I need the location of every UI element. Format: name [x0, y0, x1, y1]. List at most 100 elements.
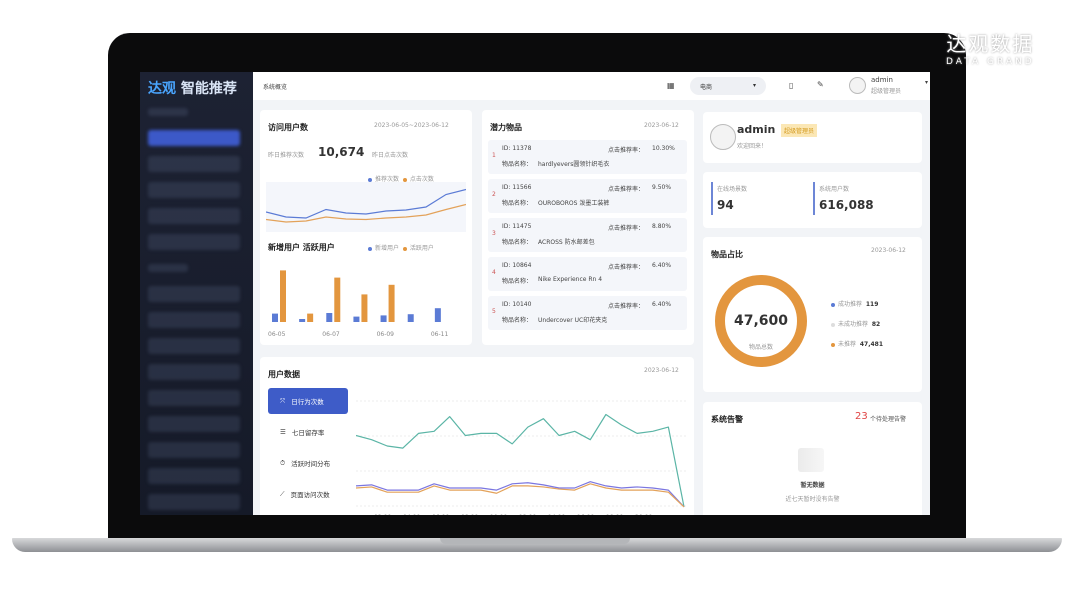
sidebar-item[interactable] — [148, 156, 240, 172]
legend-dot — [402, 177, 407, 182]
sidebar-item-overview[interactable] — [148, 130, 240, 146]
app-logo[interactable]: 达观 智能推荐 — [148, 78, 237, 98]
card-subtitle: 新增用户 活跃用户 — [268, 243, 335, 252]
avatar — [710, 124, 736, 150]
potential-item[interactable]: 1 ID: 11378 点击推荐率： 10.30% 物品名称： hardlyev… — [488, 140, 687, 174]
legend-dot — [402, 246, 407, 251]
pen-icon[interactable]: ✎ — [817, 80, 824, 89]
legend-dot — [831, 302, 835, 307]
bars-icon: ☰ — [280, 428, 286, 436]
item-name: OUROBOROS 泼墨工装裤 — [538, 200, 610, 207]
sidebar-item[interactable] — [148, 286, 240, 302]
visits-card: 访问用户数 2023-06-05~2023-06-12 昨日推荐次数 10,67… — [260, 110, 472, 345]
welcome-text: 欢迎回来！ — [737, 143, 768, 150]
scene-select-value: 电商 — [700, 84, 713, 91]
caret-down-icon[interactable]: ▾ — [925, 79, 929, 86]
users-bar-chart: 06-05 06-07 06-09 06-11 — [268, 270, 449, 338]
network-icon: ⤧ — [280, 396, 286, 405]
rank-badge: 2 — [492, 191, 496, 198]
legend-label: 成功推荐 — [838, 301, 863, 308]
logo-product: 智能推荐 — [180, 81, 237, 97]
sidebar-item[interactable] — [148, 416, 240, 432]
legend-dot — [831, 342, 835, 347]
item-id: ID: 11475 — [502, 223, 532, 230]
rec-label: 昨日推荐次数 — [268, 152, 305, 159]
sidebar-group-label — [148, 264, 188, 272]
bar-active — [334, 277, 341, 322]
sidebar-group-label — [148, 108, 188, 116]
sidebar-item[interactable] — [148, 182, 240, 198]
x-tick: 18:00 — [606, 514, 623, 515]
x-tick: 04:00 — [403, 514, 420, 515]
legend-label: 未成功推荐 — [838, 321, 869, 328]
user-role: 超级管理员 — [871, 88, 902, 95]
potential-item[interactable]: 5 ID: 10140 点击推荐率： 6.40% 物品名称： Undercove… — [488, 296, 687, 330]
tab-daily-actions[interactable]: ⤧ 日行为次数 — [268, 388, 348, 414]
scene-select[interactable]: 电商 ▾ — [690, 77, 766, 95]
donut-total-label: 物品总数 — [748, 344, 773, 351]
online-value: 94 — [717, 198, 734, 212]
chart-bg — [266, 182, 466, 232]
name-label: 物品名称： — [502, 161, 533, 168]
card-date: 2023-06-12 — [644, 122, 679, 129]
legend-value: 47,481 — [859, 341, 883, 348]
card-title: 访问用户数 — [268, 123, 308, 132]
legend-value: 119 — [865, 301, 879, 308]
legend-item: 未成功推荐 82 — [831, 319, 880, 328]
rate-value: 6.40% — [652, 262, 672, 269]
alert-count-label: 个待处理告警 — [870, 416, 907, 423]
tab-label: 活跃时间分布 — [291, 460, 331, 468]
empty-state-icon — [798, 448, 824, 472]
x-tick: 02:00 — [374, 514, 391, 515]
tab-page-visits[interactable]: ⟋ 页面访问次数 — [268, 481, 348, 507]
x-tick: 08:00 — [461, 514, 478, 515]
tab-active-time[interactable]: ⏱ 活跃时间分布 — [268, 450, 348, 476]
laptop-base — [12, 538, 1062, 552]
grid-icon[interactable]: ▦ — [667, 81, 675, 90]
potential-item[interactable]: 4 ID: 10864 点击推荐率： 6.40% 物品名称： Nike Expe… — [488, 257, 687, 291]
sidebar-item[interactable] — [148, 364, 240, 380]
x-tick: 06-11 — [431, 331, 449, 338]
potential-items-card: 潜力物品 2023-06-12 1 ID: 11378 点击推荐率： 10.30… — [482, 110, 694, 345]
profile-name: admin — [737, 123, 776, 136]
card-date: 2023-06-12 — [871, 247, 906, 254]
document-icon[interactable]: ▯ — [789, 81, 794, 90]
legend-click: 点击次数 — [409, 176, 434, 183]
role-badge: 超级管理员 — [781, 124, 818, 137]
user-name[interactable]: admin — [871, 76, 893, 84]
sidebar-item[interactable] — [148, 234, 240, 250]
series-line — [356, 481, 685, 508]
name-label: 物品名称： — [502, 200, 533, 207]
legend-dot — [368, 246, 372, 251]
tab-label: 页面访问次数 — [290, 491, 330, 499]
name-label: 物品名称： — [502, 278, 533, 285]
sidebar-item[interactable] — [148, 494, 240, 510]
potential-item[interactable]: 2 ID: 11566 点击推荐率： 9.50% 物品名称： OUROBOROS… — [488, 179, 687, 213]
rate-value: 8.80% — [652, 223, 672, 230]
item-name: Undercover UC印花夹克 — [538, 317, 608, 324]
sidebar-item[interactable] — [148, 390, 240, 406]
card-title: 潜力物品 — [490, 123, 522, 132]
date-range: 2023-06-05~2023-06-12 — [374, 122, 449, 129]
avatar[interactable] — [849, 77, 866, 94]
x-tick: 12:00 — [519, 514, 536, 515]
sidebar-item[interactable] — [148, 338, 240, 354]
card-title: 系统告警 — [711, 415, 743, 424]
bar-new — [434, 308, 441, 322]
series-line — [356, 413, 685, 508]
rate-label: 点击推荐率： — [608, 147, 645, 154]
sidebar-item[interactable] — [148, 312, 240, 328]
tab-retention[interactable]: ☰ 七日留存率 — [268, 419, 348, 445]
potential-item[interactable]: 3 ID: 11475 点击推荐率： 8.80% 物品名称： ACROSS 防水… — [488, 218, 687, 252]
series-line — [266, 203, 466, 223]
sidebar-item[interactable] — [148, 468, 240, 484]
sidebar-item[interactable] — [148, 442, 240, 458]
sidebar-item[interactable] — [148, 208, 240, 224]
x-tick: 06-05 — [268, 331, 286, 338]
tab-label: 七日留存率 — [291, 429, 325, 437]
alert-count[interactable]: 23 — [855, 411, 868, 422]
x-tick: 20:00 — [635, 514, 652, 515]
legend-dot — [831, 322, 835, 327]
legend-dot — [368, 177, 372, 182]
profile-card: admin 超级管理员 欢迎回来！ — [703, 112, 922, 163]
